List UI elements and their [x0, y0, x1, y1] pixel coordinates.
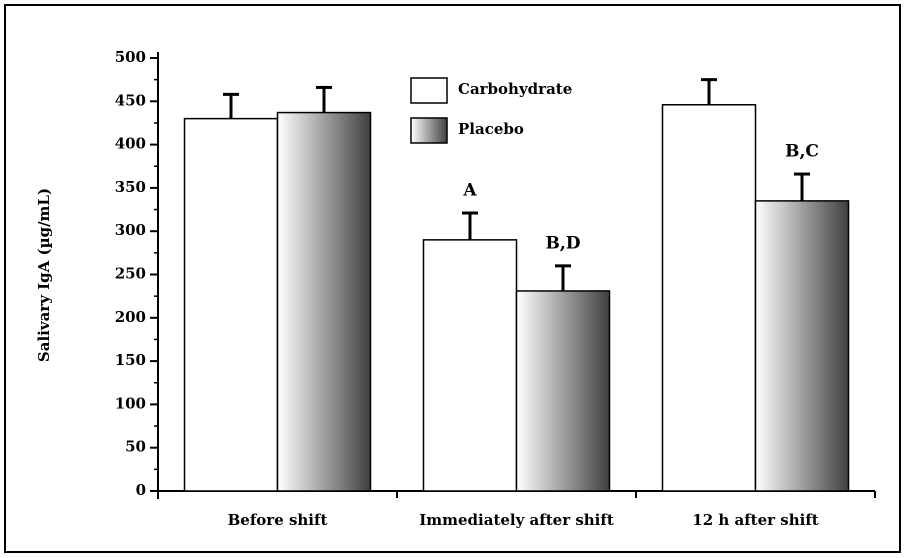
y-tick-label: 200 [115, 308, 146, 326]
bar [515, 290, 611, 492]
bar [422, 239, 518, 492]
y-tick-label: 400 [115, 135, 146, 153]
x-tick-label: 12 h after shift [692, 511, 818, 529]
legend-label: Carbohydrate [458, 80, 572, 98]
bar [754, 200, 850, 492]
bar [661, 104, 757, 492]
y-tick-label: 0 [136, 481, 146, 499]
annotation: A [462, 181, 477, 201]
bar [276, 111, 372, 492]
annotation: B,C [785, 142, 819, 162]
y-tick-label: 500 [115, 48, 146, 66]
bar [183, 117, 279, 492]
legend-swatch [410, 77, 448, 104]
y-tick-label: 350 [115, 178, 146, 196]
y-tick-label: 50 [125, 438, 146, 456]
y-tick-label: 250 [115, 265, 146, 283]
legend-swatch [410, 117, 448, 144]
x-tick-label: Before shift [228, 511, 328, 529]
annotation: B,D [545, 233, 580, 253]
y-tick-label: 300 [115, 221, 146, 239]
legend-label: Placebo [458, 120, 524, 138]
y-axis-label: Salivary IgA (µg/mL) [35, 188, 53, 362]
x-tick-label: Immediately after shift [419, 511, 614, 529]
y-tick-label: 100 [115, 394, 146, 412]
y-tick-label: 450 [115, 91, 146, 109]
frame [4, 4, 901, 553]
y-tick-label: 150 [115, 351, 146, 369]
